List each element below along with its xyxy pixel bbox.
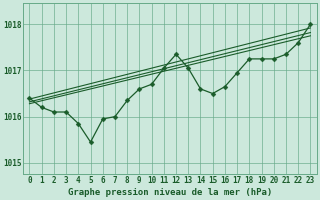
X-axis label: Graphe pression niveau de la mer (hPa): Graphe pression niveau de la mer (hPa) (68, 188, 272, 197)
